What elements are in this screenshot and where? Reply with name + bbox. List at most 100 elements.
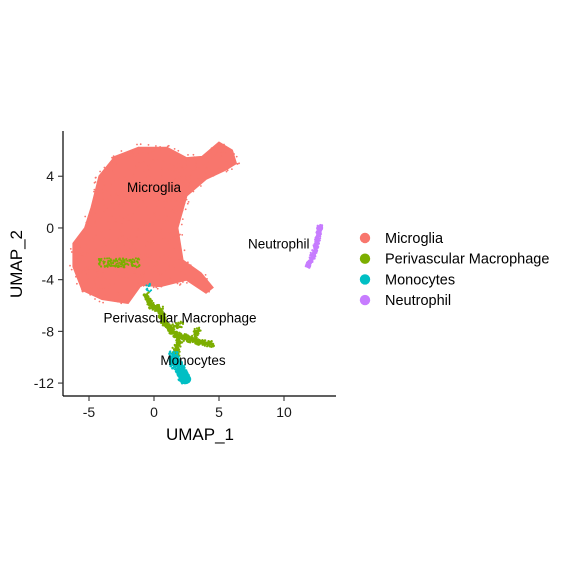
data-point xyxy=(147,144,150,146)
data-point xyxy=(124,201,127,204)
data-point xyxy=(136,176,139,178)
data-point xyxy=(154,189,157,192)
data-point xyxy=(178,350,181,353)
data-point xyxy=(161,169,164,172)
data-point xyxy=(113,207,115,210)
data-point xyxy=(123,271,126,274)
data-point xyxy=(173,213,176,215)
data-point xyxy=(164,187,167,190)
data-point xyxy=(165,196,168,199)
data-point xyxy=(225,150,228,153)
data-point xyxy=(89,225,92,228)
data-point xyxy=(108,286,111,289)
data-point xyxy=(170,256,172,259)
data-point xyxy=(212,174,215,177)
data-point xyxy=(155,286,158,289)
data-point xyxy=(178,187,180,190)
data-point xyxy=(150,175,153,178)
data-point xyxy=(160,285,163,288)
data-point xyxy=(136,152,139,155)
legend-label: Neutrophil xyxy=(385,293,451,309)
data-point xyxy=(90,251,93,254)
data-point xyxy=(116,262,119,265)
data-point xyxy=(188,159,191,162)
data-point xyxy=(201,275,204,278)
data-point xyxy=(95,188,98,191)
data-point xyxy=(220,152,223,155)
data-point xyxy=(94,222,96,225)
legend-label: Monocytes xyxy=(385,272,455,288)
data-point xyxy=(93,220,96,223)
data-point xyxy=(107,238,110,240)
data-point xyxy=(121,217,124,220)
data-point xyxy=(218,166,221,169)
data-point xyxy=(76,282,78,285)
data-point xyxy=(100,257,103,260)
data-point xyxy=(183,202,186,204)
data-point xyxy=(156,159,159,162)
data-point xyxy=(86,273,88,276)
data-point xyxy=(130,187,132,190)
data-point xyxy=(92,241,95,244)
data-point xyxy=(185,185,187,188)
data-point xyxy=(183,249,186,252)
data-point xyxy=(94,298,96,300)
data-point xyxy=(110,262,113,265)
data-point xyxy=(112,156,114,159)
legend: Microglia Perivascular Macrophage Monocyte… xyxy=(359,231,549,309)
data-point xyxy=(176,158,179,161)
data-point xyxy=(89,293,92,296)
data-point xyxy=(113,269,116,271)
data-point xyxy=(111,215,113,218)
data-point xyxy=(190,173,192,176)
data-point xyxy=(134,273,137,276)
data-point xyxy=(169,174,171,177)
data-point xyxy=(130,263,133,266)
data-point xyxy=(110,269,113,271)
data-point xyxy=(180,362,183,365)
data-point xyxy=(74,265,76,268)
data-point xyxy=(88,219,91,222)
data-point xyxy=(171,346,174,349)
trajectory-core xyxy=(306,225,322,268)
data-point xyxy=(221,155,224,158)
data-point xyxy=(142,161,145,164)
data-point xyxy=(131,264,133,267)
data-point xyxy=(116,245,119,248)
data-point xyxy=(85,254,87,257)
data-point xyxy=(129,259,132,262)
legend-key xyxy=(359,274,371,285)
data-point xyxy=(175,228,178,231)
data-point xyxy=(153,179,156,182)
data-point xyxy=(122,260,125,263)
data-point xyxy=(123,244,125,247)
data-point xyxy=(125,249,128,252)
data-point xyxy=(129,293,132,296)
data-point xyxy=(169,232,172,235)
data-point xyxy=(109,265,112,268)
data-point xyxy=(145,284,148,287)
data-point xyxy=(86,221,89,224)
data-point xyxy=(177,219,179,221)
data-point xyxy=(176,168,179,171)
data-point xyxy=(195,327,199,330)
data-point xyxy=(176,203,179,206)
data-point xyxy=(99,208,101,211)
data-point xyxy=(175,192,178,194)
data-point xyxy=(173,169,175,172)
data-point xyxy=(93,256,96,259)
data-point xyxy=(113,221,116,224)
data-point xyxy=(126,179,128,181)
data-point xyxy=(131,181,134,184)
data-point xyxy=(168,332,171,335)
data-point xyxy=(116,161,119,164)
data-point xyxy=(172,236,175,239)
data-point xyxy=(146,206,149,208)
data-point xyxy=(193,327,196,331)
data-point xyxy=(123,266,126,269)
data-point xyxy=(172,178,175,181)
data-point xyxy=(148,164,151,166)
data-point xyxy=(146,241,149,244)
data-point xyxy=(157,271,159,274)
data-point xyxy=(180,175,183,178)
